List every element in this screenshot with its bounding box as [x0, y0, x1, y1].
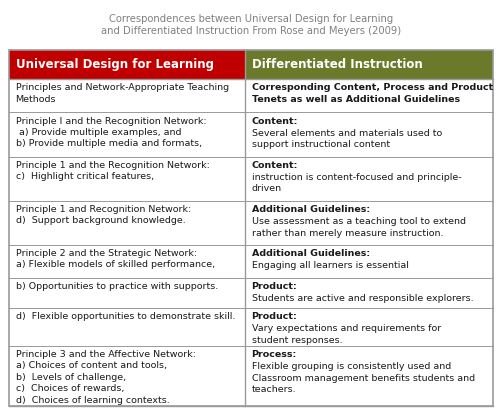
Text: instruction is content-focused and principle-
driven: instruction is content-focused and princ… [251, 173, 460, 193]
Bar [9, 50, 244, 79]
Text: Principle 2 and the Strategic Network:
a) Flexible models of skilled performance: Principle 2 and the Strategic Network: a… [16, 249, 214, 269]
Text: Process:: Process: [251, 350, 296, 359]
Text: Product:: Product: [251, 282, 297, 291]
Bar [244, 50, 492, 79]
Text: Principle 1 and the Recognition Network:
c)  Highlight critical features,: Principle 1 and the Recognition Network:… [16, 161, 209, 181]
Bar [9, 50, 492, 406]
Text: Several elements and materials used to
support instructional content: Several elements and materials used to s… [251, 129, 441, 149]
Text: d)  Flexible opportunities to demonstrate skill.: d) Flexible opportunities to demonstrate… [16, 312, 234, 321]
Text: Principle 3 and the Affective Network:
a) Choices of content and tools,
b)  Leve: Principle 3 and the Affective Network: a… [16, 350, 195, 405]
Text: Differentiated Instruction: Differentiated Instruction [251, 58, 421, 71]
Text: Content:: Content: [251, 161, 297, 170]
Text: Additional Guidelines:: Additional Guidelines: [251, 205, 369, 214]
Text: Corresponding Content, Process and Product
Tenets as well as Additional Guidelin: Corresponding Content, Process and Produ… [251, 83, 492, 104]
Text: Content:: Content: [251, 116, 297, 126]
Text: Additional Guidelines:: Additional Guidelines: [251, 249, 369, 258]
Text: Flexible grouping is consistently used and
Classroom management benefits student: Flexible grouping is consistently used a… [251, 362, 473, 394]
Text: Correspondences between Universal Design for Learning
and Differentiated Instruc: Correspondences between Universal Design… [101, 14, 400, 36]
Text: Principle I and the Recognition Network:
 a) Provide multiple examples, and
b) P: Principle I and the Recognition Network:… [16, 116, 206, 148]
Text: Universal Design for Learning: Universal Design for Learning [16, 58, 213, 71]
Text: b) Opportunities to practice with supports.: b) Opportunities to practice with suppor… [16, 282, 217, 291]
Text: Principle 1 and Recognition Network:
d)  Support background knowledge.: Principle 1 and Recognition Network: d) … [16, 205, 190, 225]
Text: Vary expectations and requirements for
student responses.: Vary expectations and requirements for s… [251, 324, 440, 345]
Text: Product:: Product: [251, 312, 297, 321]
Text: Students are active and responsible explorers.: Students are active and responsible expl… [251, 294, 472, 303]
Text: Use assessment as a teaching tool to extend
rather than merely measure instructi: Use assessment as a teaching tool to ext… [251, 217, 464, 237]
Text: Principles and Network-Appropriate Teaching
Methods: Principles and Network-Appropriate Teach… [16, 83, 228, 104]
Text: Engaging all learners is essential: Engaging all learners is essential [251, 261, 408, 270]
